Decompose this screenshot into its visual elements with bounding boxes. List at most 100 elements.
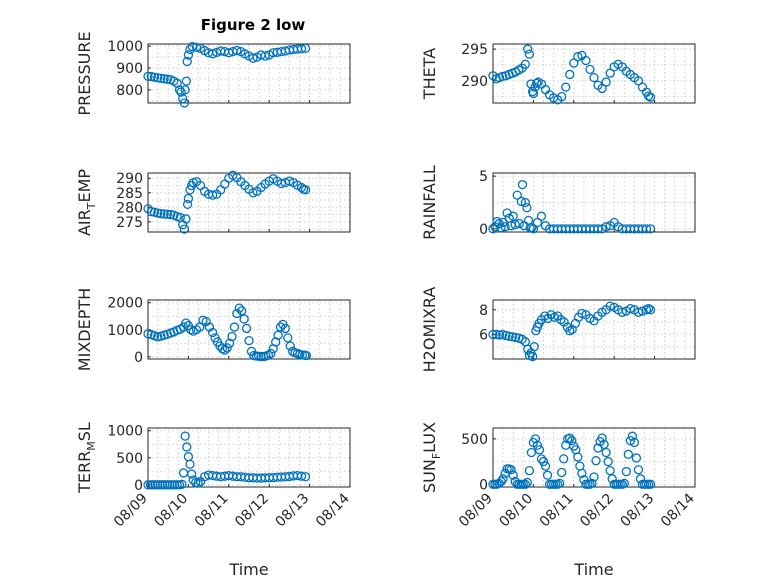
y-tick-label: 2000 xyxy=(107,296,143,312)
y-axis-label: AIRTEMP xyxy=(75,169,98,236)
y-tick-label: 1000 xyxy=(107,39,143,55)
data-point xyxy=(540,461,551,471)
subplot-theta: 290 295 THETA xyxy=(420,42,696,105)
data-point xyxy=(555,478,565,489)
data-point xyxy=(183,50,194,60)
y-axis-label: H2OMIXRA xyxy=(420,287,439,373)
data-point xyxy=(260,51,270,61)
data-point xyxy=(155,480,165,490)
subplot-h2omixra: 6 8 H2OMIXRA xyxy=(420,287,696,373)
data-point xyxy=(603,456,613,467)
data-point xyxy=(527,223,537,233)
x-tick-label: 08/13 xyxy=(273,491,313,531)
data-point xyxy=(153,332,163,342)
data-point xyxy=(153,208,163,218)
y-tick-label: 900 xyxy=(116,61,143,77)
data-point xyxy=(645,305,656,315)
data-point xyxy=(641,224,652,234)
data-point xyxy=(501,330,511,341)
data-point xyxy=(239,314,249,324)
y-axis-label: SUNFLUX xyxy=(420,422,443,493)
data-point xyxy=(507,332,518,342)
data-point xyxy=(153,480,163,490)
data-point xyxy=(524,49,535,59)
data-point xyxy=(145,480,156,490)
data-point xyxy=(498,217,508,228)
data-point xyxy=(496,476,506,487)
data-point xyxy=(516,196,526,207)
data-point xyxy=(248,53,258,63)
data-point xyxy=(585,64,595,75)
data-point xyxy=(500,222,510,232)
data-point xyxy=(170,480,180,490)
data-point xyxy=(229,322,240,332)
y-axis-label: RAINFALL xyxy=(420,165,439,240)
data-point xyxy=(631,453,642,463)
data-point xyxy=(645,224,656,234)
axes-border xyxy=(492,299,696,360)
data-point xyxy=(542,470,553,480)
data-point xyxy=(520,59,530,69)
y-tick-label: 280 xyxy=(116,200,143,216)
data-point xyxy=(180,85,190,95)
data-point xyxy=(491,329,501,340)
data-point xyxy=(504,331,514,341)
data-point xyxy=(191,42,202,52)
data-point xyxy=(220,345,230,355)
data-point xyxy=(528,224,539,234)
data-point xyxy=(514,218,524,229)
data-point xyxy=(157,480,168,490)
data-point xyxy=(179,98,190,108)
data-point xyxy=(172,78,182,88)
y-tick-label: 8 xyxy=(479,303,488,319)
y-tick-label: 1000 xyxy=(107,323,143,339)
subplot-pressure: 800 900 1000 PRESSURE xyxy=(75,31,351,116)
data-point xyxy=(153,73,163,83)
data-point xyxy=(159,74,169,84)
x-tick-label: 08/09 xyxy=(456,491,496,531)
data-point xyxy=(301,350,312,361)
y-tick-label: 1000 xyxy=(107,424,143,440)
data-point xyxy=(284,176,295,186)
data-point xyxy=(234,303,244,313)
x-tick-label: 08/09 xyxy=(111,491,151,531)
data-point xyxy=(517,179,528,190)
data-point xyxy=(577,308,587,319)
data-point xyxy=(181,214,191,224)
axes-border xyxy=(492,43,696,104)
data-point xyxy=(180,431,190,441)
data-point xyxy=(520,197,530,208)
data-point xyxy=(183,193,194,204)
data-point xyxy=(143,480,153,490)
y-tick-label: 290 xyxy=(461,74,488,90)
y-tick-label: 5 xyxy=(479,169,488,185)
data-point xyxy=(181,318,191,328)
data-point xyxy=(241,323,252,334)
data-point xyxy=(629,437,640,448)
data-point xyxy=(496,223,506,233)
data-point xyxy=(623,449,633,459)
data-point xyxy=(532,440,543,450)
data-point xyxy=(227,331,237,342)
data-point xyxy=(530,434,541,444)
data-point xyxy=(300,472,311,482)
data-point xyxy=(182,56,192,67)
data-point xyxy=(597,83,607,94)
x-tick-label: 08/10 xyxy=(496,491,536,531)
y-tick-label: 6 xyxy=(479,327,488,343)
x-tick-label: 08/12 xyxy=(577,491,617,531)
data-point xyxy=(283,333,293,343)
y-tick-label: 0 xyxy=(479,477,488,493)
data-point xyxy=(522,477,532,488)
y-tick-label: 0 xyxy=(479,222,488,238)
data-point xyxy=(148,480,158,490)
data-point xyxy=(621,466,631,477)
data-point xyxy=(522,203,532,213)
data-point xyxy=(589,472,599,482)
data-point xyxy=(559,317,569,327)
data-point xyxy=(162,74,173,84)
data-point xyxy=(577,468,587,479)
data-point xyxy=(643,303,654,314)
